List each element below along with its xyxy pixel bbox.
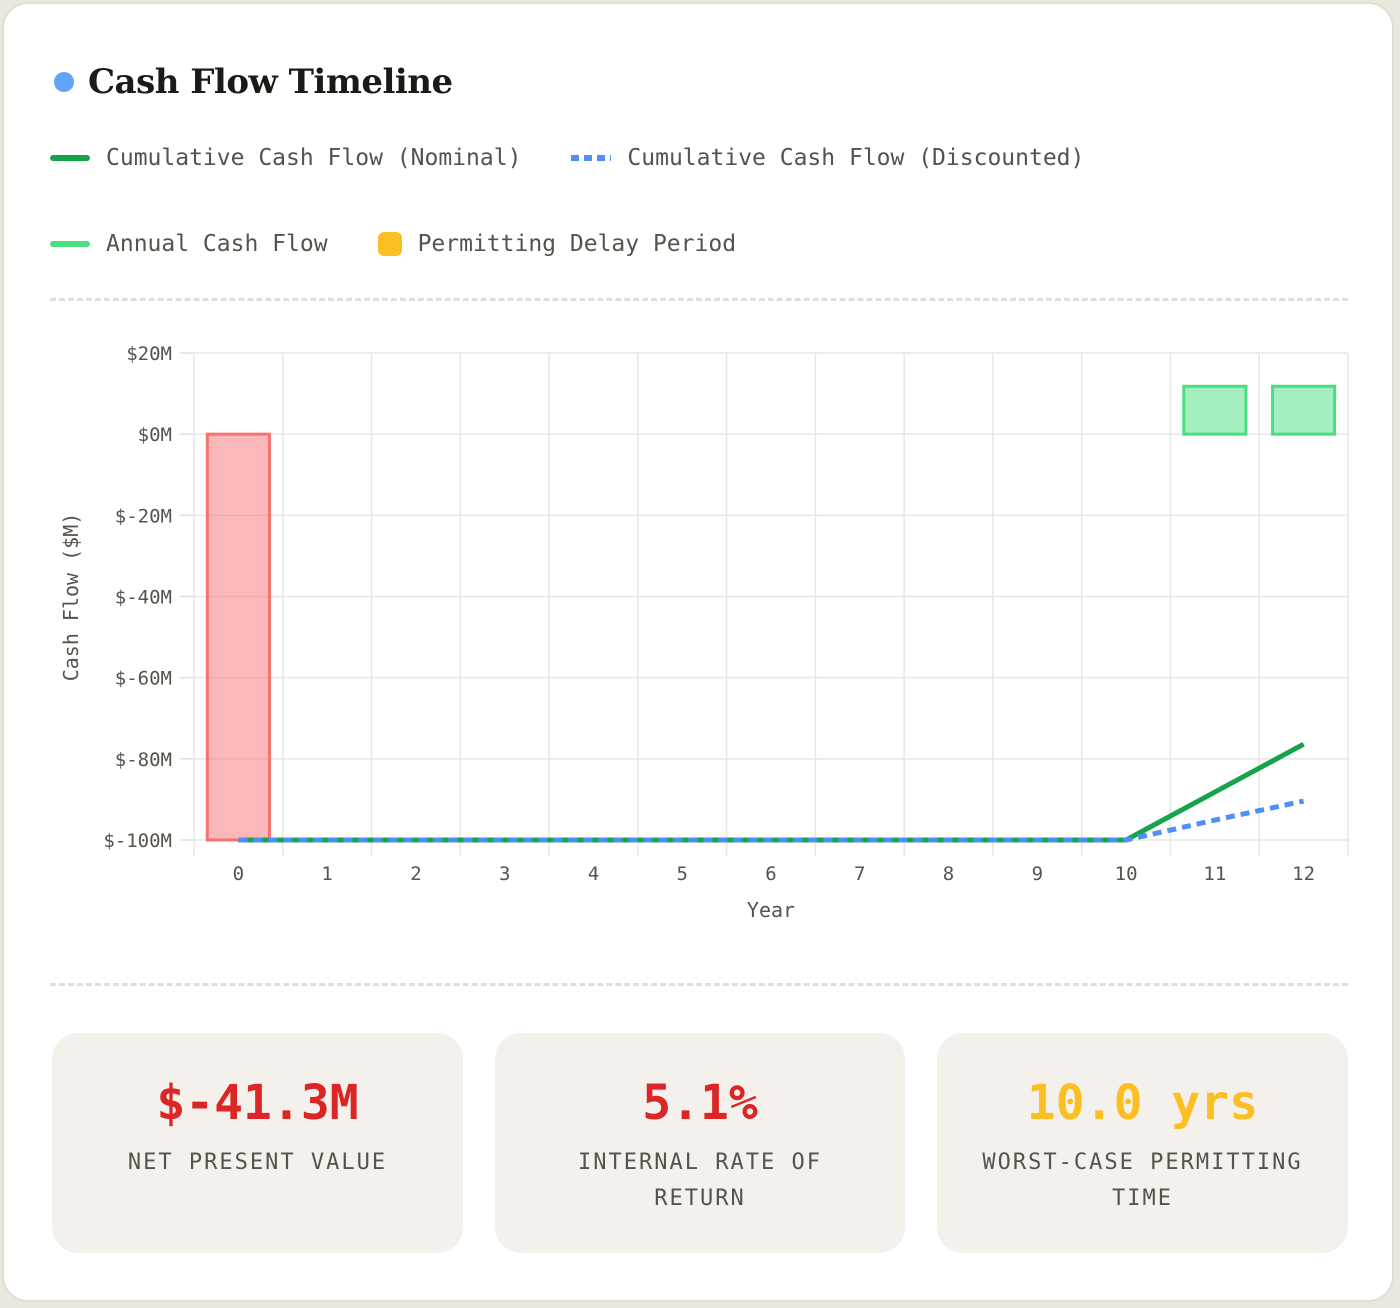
irr-value: 5.1% (642, 1075, 758, 1131)
x-tick-label: 6 (765, 863, 776, 885)
y-axis-title: Cash Flow ($M) (59, 513, 83, 682)
legend-item-discounted[interactable]: Cumulative Cash Flow (Discounted) (571, 145, 1084, 171)
x-axis-title: Year (747, 898, 795, 922)
y-tick-label: $-20M (115, 505, 172, 527)
x-tick-label: 7 (854, 863, 865, 885)
x-tick-label: 3 (499, 863, 510, 885)
line-layer (238, 742, 1305, 843)
npv-stat-card: $-41.3M NET PRESENT VALUE (52, 1033, 463, 1253)
annual-cash-flow-bar (1182, 384, 1248, 436)
bar-layer (205, 384, 1337, 842)
x-tick-label: 1 (321, 863, 332, 885)
y-tick-label: $0M (138, 424, 172, 446)
legend-row-1: Cumulative Cash Flow (Nominal) Cumulativ… (50, 145, 1134, 171)
divider-top (50, 298, 1348, 301)
legend-label: Cumulative Cash Flow (Discounted) (627, 145, 1085, 171)
x-tick-label: 9 (1032, 863, 1043, 885)
legend-label: Cumulative Cash Flow (Nominal) (106, 145, 522, 171)
npv-label: NET PRESENT VALUE (127, 1150, 388, 1175)
y-tick-label: $-60M (115, 668, 172, 690)
card-title: Cash Flow Timeline (88, 62, 453, 102)
x-tick-label: 0 (233, 863, 244, 885)
legend-item-nominal[interactable]: Cumulative Cash Flow (Nominal) (50, 145, 521, 171)
square-icon (377, 232, 402, 256)
dotted-line-icon (571, 155, 612, 161)
y-tick-label: $20M (126, 343, 172, 365)
cumulative-discounted-line (238, 798, 1305, 843)
legend-item-permitting[interactable]: Permitting Delay Period (377, 231, 737, 257)
x-tick-label: 4 (588, 863, 599, 885)
legend-item-annual[interactable]: Annual Cash Flow (50, 231, 328, 257)
permitting-time-label: WORST-CASE PERMITTING TIME (982, 1150, 1303, 1211)
npv-value: $-41.3M (156, 1075, 359, 1131)
permitting-time-value: 10.0 yrs (1026, 1075, 1259, 1131)
card-header: Cash Flow Timeline (54, 62, 453, 102)
y-tick-label: $-40M (115, 587, 172, 609)
permitting-stat-card: 10.0 yrs WORST-CASE PERMITTING TIME (937, 1033, 1348, 1253)
legend-row-2: Annual Cash Flow Permitting Delay Period (50, 231, 786, 257)
x-tick-label: 5 (677, 863, 688, 885)
x-tick-label: 12 (1292, 863, 1315, 885)
annual-cash-flow-bar (205, 432, 271, 842)
legend-label: Annual Cash Flow (106, 231, 328, 257)
x-tick-label: 8 (943, 863, 954, 885)
solid-line-icon (50, 155, 90, 161)
x-tick-label: 11 (1203, 863, 1226, 885)
annual-cash-flow-bar (1271, 384, 1337, 436)
legend-label: Permitting Delay Period (417, 231, 737, 257)
solid-line-icon (50, 241, 90, 247)
grid-layer (180, 352, 1349, 856)
x-tick-label: 2 (410, 863, 421, 885)
y-tick-label: $-80M (115, 749, 172, 771)
y-tick-label: $-100M (103, 830, 172, 852)
title-dot-icon (54, 72, 74, 92)
divider-bottom (50, 983, 1348, 986)
irr-label: INTERNAL RATE OF RETURN (578, 1150, 822, 1211)
x-tick-label: 10 (1115, 863, 1138, 885)
irr-stat-card: 5.1% INTERNAL RATE OF RETURN (495, 1033, 905, 1253)
